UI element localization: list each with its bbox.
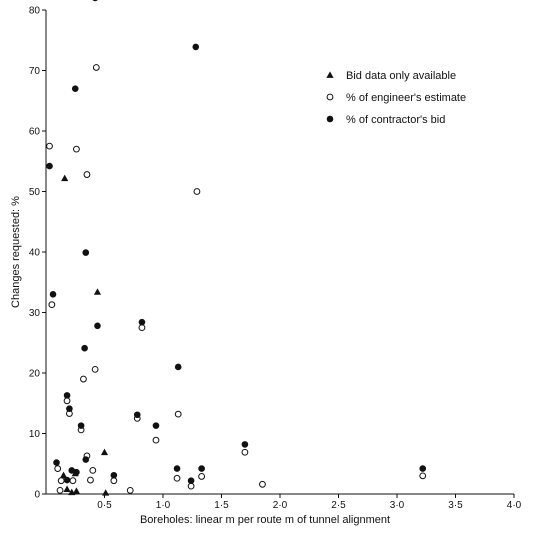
- x-tick-label: 2·0: [273, 500, 288, 511]
- open-circle-point: [91, 365, 99, 373]
- legend: Bid data only available % of engineer's e…: [326, 70, 466, 126]
- data-points: [46, 0, 427, 496]
- filled-circle-point: [63, 392, 71, 399]
- open-circle-point: [46, 142, 53, 150]
- x-tick-label: 1·0: [156, 500, 171, 511]
- filled-circle-point: [133, 411, 141, 419]
- legend-marker-open-circle: [326, 93, 334, 101]
- open-circle-point: [89, 467, 97, 474]
- open-circle-point: [198, 473, 206, 480]
- filled-circle-point: [73, 468, 80, 476]
- legend-label: % of contractor's bid: [346, 114, 445, 126]
- y-tick-label: 0: [34, 490, 40, 501]
- filled-circle-point: [152, 422, 160, 429]
- filled-circle-point: [174, 363, 182, 371]
- triangle-point: [100, 448, 109, 456]
- filled-circle-point: [66, 405, 73, 412]
- open-circle-point: [187, 482, 195, 490]
- filled-circle-point: [81, 344, 88, 352]
- filled-circle-point: [241, 441, 249, 448]
- triangle-point: [61, 174, 69, 182]
- open-circle-point: [138, 324, 146, 332]
- y-tick-label: 30: [29, 308, 41, 319]
- open-circle-point: [63, 397, 71, 405]
- axes: [45, 10, 514, 495]
- open-circle-point: [126, 486, 134, 494]
- open-circle-point: [57, 477, 65, 485]
- open-circle-point: [174, 410, 182, 418]
- x-tick-label: 0·5: [97, 500, 112, 511]
- x-tick-label: 1·5: [214, 500, 229, 511]
- filled-circle-point: [71, 85, 79, 92]
- legend-marker-filled-circle: [326, 115, 334, 123]
- open-circle-point: [87, 476, 94, 484]
- y-tick-label: 10: [29, 429, 41, 440]
- filled-circle-point: [92, 0, 98, 2]
- triangle-point: [102, 489, 110, 496]
- x-tick-label: 3·0: [390, 500, 405, 511]
- y-tick-label: 40: [29, 248, 41, 259]
- open-circle-point: [419, 472, 427, 480]
- y-tick-label: 60: [29, 127, 41, 138]
- filled-circle-point: [53, 459, 60, 466]
- y-tick-label: 70: [29, 66, 41, 77]
- open-circle-point: [80, 375, 87, 383]
- legend-label: Bid data only available: [346, 70, 456, 82]
- filled-circle-point: [173, 465, 181, 472]
- filled-circle-point: [419, 465, 427, 472]
- filled-circle-point: [46, 162, 53, 170]
- open-circle-point: [241, 448, 249, 456]
- y-axis-title: Changes requested: %: [10, 196, 22, 308]
- x-tick-label: 4·0: [507, 500, 522, 511]
- open-circle-point: [193, 188, 201, 195]
- filled-circle-point: [63, 476, 71, 484]
- open-circle-point: [152, 436, 160, 444]
- open-circle-point: [69, 477, 77, 485]
- filled-circle-point: [138, 318, 146, 326]
- x-axis-title: Boreholes: linear m per route m of tunne…: [140, 514, 390, 526]
- filled-circle-point: [49, 291, 57, 298]
- filled-circle-point: [110, 471, 118, 479]
- filled-circle-point: [82, 456, 90, 463]
- open-circle-point: [259, 480, 266, 488]
- x-tick-label: 2·5: [331, 500, 346, 511]
- open-circle-point: [83, 171, 91, 178]
- series-triangle: [59, 174, 110, 496]
- open-circle-point: [54, 465, 62, 472]
- triangle-point: [93, 288, 102, 295]
- legend-marker-triangle: [326, 71, 334, 78]
- filled-circle-point: [187, 477, 195, 484]
- series-open-circle: [46, 64, 427, 494]
- triangle-point: [63, 485, 71, 493]
- open-circle-point: [92, 64, 100, 71]
- triangle-point: [72, 487, 81, 494]
- filled-circle-point: [192, 43, 200, 51]
- y-tick-label: 50: [29, 187, 41, 198]
- filled-circle-point: [77, 422, 85, 429]
- open-circle-point: [56, 486, 64, 494]
- x-tick-label: 3·5: [448, 500, 463, 511]
- axis-ticks: 0 10 20 30 40 50 60 70 80 0·5 1·0 1·5 2·0 2·5 3·0 3·5 4·…: [29, 6, 522, 512]
- triangle-point: [59, 471, 68, 479]
- open-circle-point: [73, 145, 80, 153]
- filled-circle-point: [82, 249, 90, 256]
- open-circle-point: [173, 474, 181, 482]
- series-filled-circle: [46, 0, 427, 484]
- open-circle-point: [110, 477, 118, 485]
- legend-label: % of engineer's estimate: [346, 92, 466, 104]
- filled-circle-point: [94, 322, 101, 330]
- open-circle-point: [48, 301, 56, 309]
- y-tick-label: 20: [29, 369, 41, 380]
- y-tick-label: 80: [29, 6, 41, 17]
- filled-circle-point: [198, 465, 205, 472]
